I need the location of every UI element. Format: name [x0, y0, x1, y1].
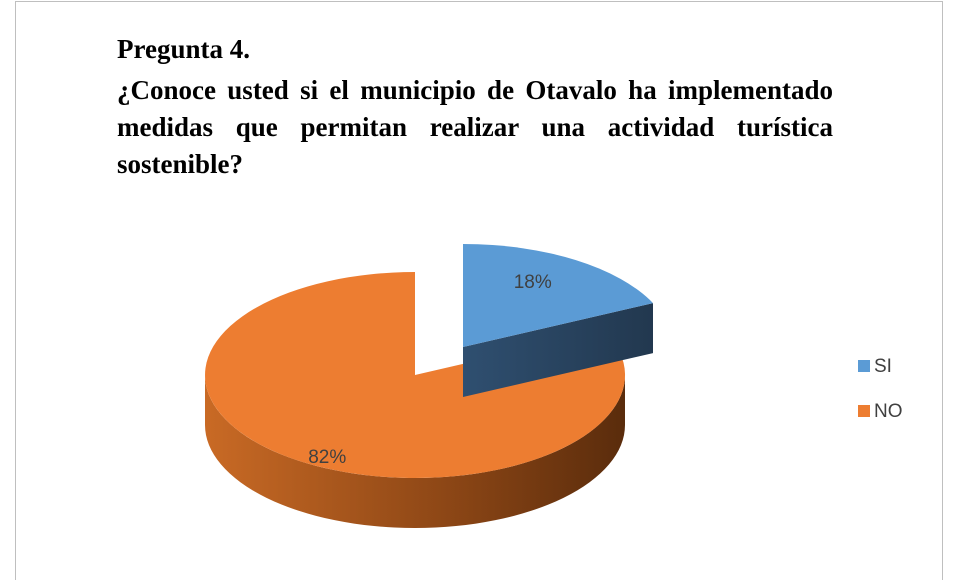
chart-title: Pregunta 4.	[117, 34, 250, 64]
slice-top	[463, 244, 653, 347]
legend-label: NO	[874, 401, 903, 422]
chart-subtitle: ¿Conoce usted si el municipio de Otavalo…	[117, 75, 833, 179]
legend-swatch	[858, 360, 870, 372]
slice	[463, 244, 653, 397]
legend-swatch	[858, 405, 870, 417]
frame	[15, 1, 943, 580]
slice	[205, 272, 626, 528]
slice-top	[205, 272, 626, 478]
slice-side	[205, 375, 625, 528]
slice-side	[463, 303, 653, 397]
legend-label: SI	[874, 356, 892, 377]
data-label: 82%	[308, 447, 346, 468]
data-label: 18%	[514, 272, 552, 293]
